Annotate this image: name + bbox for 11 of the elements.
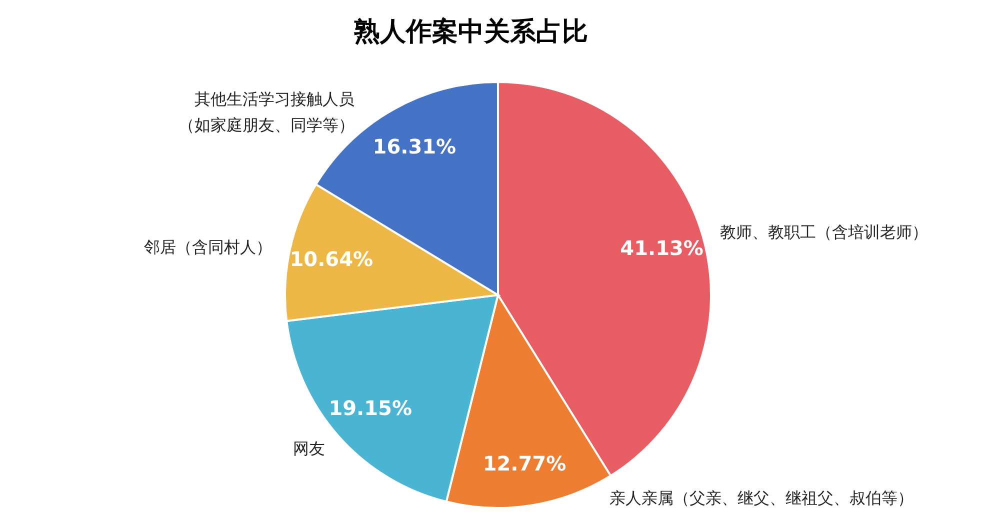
data-label: 41.13%: [620, 236, 704, 260]
chart-title: 熟人作案中关系占比: [354, 16, 588, 49]
data-label: 12.77%: [482, 451, 566, 476]
data-label: 16.31%: [372, 134, 456, 158]
slice-label: 亲人亲属（父亲、继父、继祖父、叔伯等）: [609, 488, 914, 508]
slice-label: 邻居（含同村人）: [144, 237, 272, 256]
data-label: 19.15%: [328, 396, 412, 420]
data-label: 10.64%: [290, 247, 374, 272]
slice-label: 其他生活学习接触人员（如家庭朋友、同学等）: [178, 90, 355, 135]
slice-label: 教师、教职工（含培训老师）: [720, 222, 928, 242]
slice-label: 网友: [292, 439, 325, 458]
